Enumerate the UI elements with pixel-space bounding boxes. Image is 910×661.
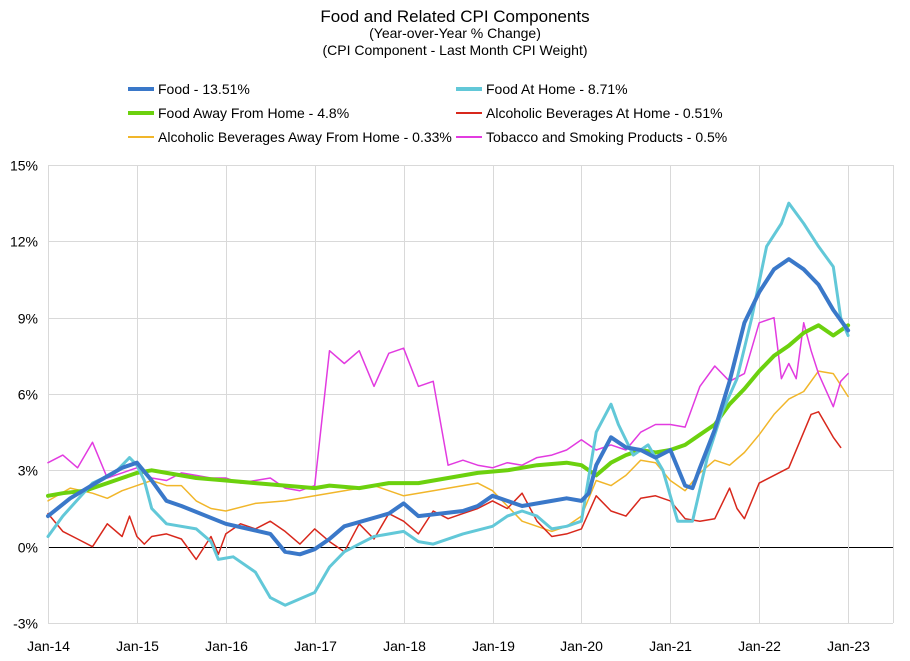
- series-lines: [46, 201, 851, 607]
- x-tick-label: Jan-16: [205, 638, 248, 654]
- x-tick-label: Jan-22: [738, 638, 781, 654]
- legend-swatch-food-at-home: [456, 87, 482, 91]
- y-tick-label: 6%: [18, 387, 38, 403]
- series-line-food-away-from-home: [46, 323, 851, 498]
- y-tick-label: 3%: [18, 463, 38, 479]
- y-tick-label: 15%: [10, 158, 38, 174]
- legend-swatch-alcohol-away: [128, 136, 154, 138]
- series-line-food-at-home: [46, 201, 850, 607]
- x-tick-label: Jan-14: [27, 638, 70, 654]
- chart-title: Food and Related CPI Components: [320, 7, 590, 26]
- legend-swatch-food: [128, 87, 154, 91]
- legend-label-alcohol-home: Alcoholic Beverages At Home - 0.51%: [486, 105, 723, 121]
- legend-label-tobacco: Tobacco and Smoking Products - 0.5%: [486, 129, 728, 145]
- x-tick-label: Jan-15: [116, 638, 159, 654]
- x-tick-label: Jan-20: [560, 638, 603, 654]
- legend-swatch-tobacco: [456, 136, 482, 138]
- y-tick-label: -3%: [13, 616, 38, 632]
- legend-swatch-food-away: [128, 111, 154, 115]
- chart-subtitle-2: (CPI Component - Last Month CPI Weight): [322, 42, 588, 58]
- x-tick-label: Jan-18: [383, 638, 426, 654]
- legend-label-food-at-home: Food At Home - 8.71%: [486, 81, 628, 97]
- legend-label-food: Food - 13.51%: [158, 81, 250, 97]
- series-line-tobacco-and-smoking-products: [47, 316, 849, 492]
- legend-swatch-alcohol-home: [456, 112, 482, 114]
- y-tick-label: 9%: [18, 311, 38, 327]
- series-line-food: [46, 257, 851, 557]
- x-tick-label: Jan-21: [649, 638, 692, 654]
- y-axis: -3% 0% 3% 6% 9% 12% 15%: [10, 158, 38, 632]
- x-tick-label: Jan-17: [294, 638, 337, 654]
- chart-subtitle-1: (Year-over-Year % Change): [369, 25, 541, 41]
- x-tick-label: Jan-23: [827, 638, 870, 654]
- x-tick-label: Jan-19: [472, 638, 515, 654]
- legend-label-alcohol-away: Alcoholic Beverages Away From Home - 0.3…: [158, 129, 452, 145]
- y-tick-label: 12%: [10, 234, 38, 250]
- grid-lines: [48, 165, 894, 624]
- y-tick-label: 0%: [18, 540, 38, 556]
- x-axis: Jan-14 Jan-15 Jan-16 Jan-17 Jan-18 Jan-19 Jan-…: [27, 638, 870, 654]
- chart-title-block: Food and Related CPI Components (Year-ov…: [0, 8, 910, 59]
- legend-label-food-away: Food Away From Home - 4.8%: [158, 105, 350, 121]
